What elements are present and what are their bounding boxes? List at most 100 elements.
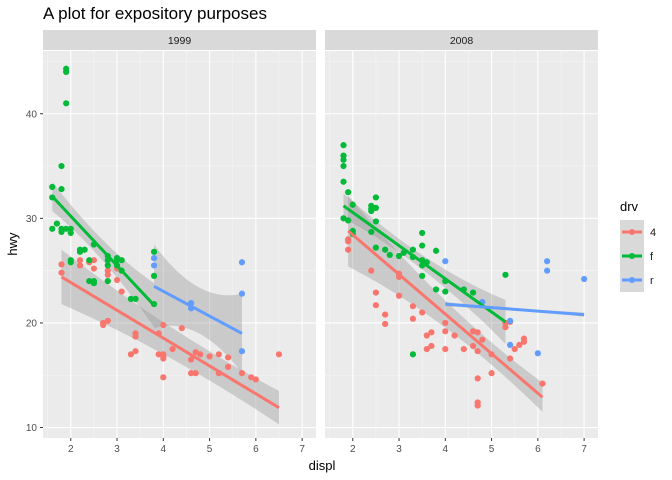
data-point-f	[419, 272, 426, 279]
facet-1999: 1999	[43, 30, 316, 438]
data-point-f	[409, 351, 417, 358]
data-point-4	[423, 332, 430, 339]
data-point-r	[544, 258, 551, 265]
data-point-4	[474, 329, 481, 336]
data-point-f	[118, 257, 125, 264]
data-point-f	[419, 242, 426, 249]
data-point-f	[502, 271, 509, 278]
data-point-4	[442, 328, 449, 335]
data-point-f	[340, 142, 347, 149]
data-point-f	[372, 218, 379, 225]
data-point-f	[386, 251, 393, 259]
confidence-band-4	[348, 195, 543, 412]
data-point-4	[479, 336, 486, 343]
data-point-f	[58, 228, 65, 236]
data-point-4	[382, 311, 389, 318]
x-tick-label: 3	[114, 444, 120, 455]
data-point-f	[442, 288, 449, 295]
legend-label-f: f	[650, 251, 654, 263]
data-point-f	[368, 207, 375, 215]
confidence-band-f	[343, 193, 506, 344]
data-point-4	[169, 345, 176, 353]
data-point-4	[442, 345, 449, 353]
data-point-4	[192, 370, 199, 377]
legend-label-r: r	[650, 275, 654, 287]
data-point-4	[511, 345, 518, 353]
data-point-4	[423, 345, 430, 353]
y-tick-label: 10	[26, 423, 38, 434]
legend-key-point-r	[629, 277, 635, 283]
facet-strip-label-2008: 2008	[450, 35, 474, 47]
data-point-r	[506, 341, 514, 349]
x-tick-label: 4	[161, 444, 167, 455]
data-point-4	[520, 338, 528, 345]
data-point-r	[506, 317, 514, 324]
x-tick-label: 7	[581, 444, 587, 455]
data-point-4	[58, 269, 65, 276]
data-point-4	[238, 370, 246, 377]
data-point-4	[372, 302, 379, 309]
data-point-f	[49, 225, 56, 232]
data-point-f	[53, 220, 60, 227]
trend-line-f	[342, 204, 507, 324]
confidence-band-4	[61, 249, 279, 425]
data-point-4	[224, 363, 232, 370]
legend: drv 4 fr	[620, 199, 656, 292]
data-point-f	[113, 257, 121, 264]
data-point-f	[127, 295, 135, 302]
data-point-4	[90, 257, 97, 264]
data-point-r	[238, 348, 246, 355]
x-tick-label: 2	[350, 444, 356, 455]
data-point-4	[90, 265, 97, 272]
data-point-f	[372, 204, 379, 211]
y-tick-label: 40	[26, 109, 38, 120]
data-point-4	[469, 342, 477, 350]
data-point-r	[442, 258, 449, 265]
data-point-4	[160, 321, 167, 329]
data-point-4	[100, 321, 107, 329]
data-point-f	[340, 156, 347, 163]
data-point-f	[86, 278, 93, 285]
data-point-f	[469, 289, 477, 296]
data-point-r	[581, 275, 588, 283]
data-point-4	[197, 351, 204, 358]
data-point-4	[178, 325, 185, 332]
data-point-4	[474, 402, 481, 409]
data-point-f	[63, 100, 70, 107]
x-tick-label: 5	[489, 444, 495, 455]
data-point-4	[382, 320, 389, 328]
data-point-4	[409, 315, 417, 322]
data-point-f	[432, 247, 440, 254]
data-point-f	[395, 252, 403, 260]
data-point-f	[132, 295, 139, 302]
legend-key-point-f	[629, 253, 635, 259]
data-point-4	[118, 288, 125, 295]
data-point-4	[132, 348, 139, 355]
data-point-f	[340, 178, 347, 185]
data-point-f	[368, 228, 375, 236]
data-point-f	[345, 189, 352, 196]
data-point-4	[132, 333, 139, 340]
data-point-f	[63, 65, 70, 72]
data-point-4	[442, 319, 449, 327]
data-point-f	[340, 162, 347, 170]
data-point-4	[58, 261, 65, 268]
x-tick-label: 4	[443, 444, 449, 455]
data-point-f	[345, 217, 352, 224]
axes: 10 20 30 40 2 3 4 5 6 7 2 3 4 5 6 7	[26, 109, 587, 455]
x-tick-label: 7	[299, 444, 305, 455]
x-tick-label: 6	[253, 444, 259, 455]
x-tick-label: 6	[535, 444, 541, 455]
y-axis-title: hwy	[5, 232, 20, 256]
x-axis-title: displ	[309, 458, 336, 473]
data-point-4	[160, 355, 167, 362]
data-point-4	[460, 345, 467, 353]
data-point-r	[238, 290, 246, 297]
data-point-4	[252, 376, 259, 383]
data-point-4	[372, 289, 379, 296]
y-tick-label: 30	[26, 214, 38, 225]
data-point-4	[345, 238, 352, 245]
data-point-4	[506, 355, 514, 362]
data-point-f	[382, 246, 389, 253]
